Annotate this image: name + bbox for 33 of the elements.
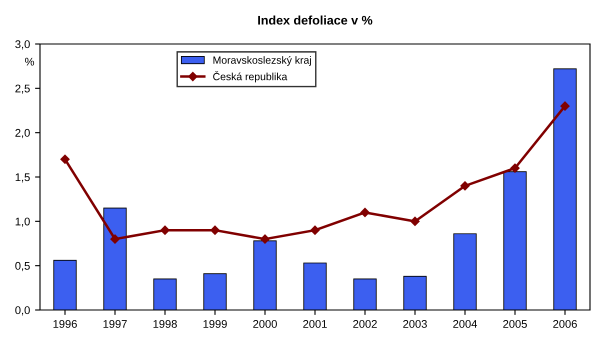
- x-tick-label: 2003: [403, 320, 427, 328]
- x-tick-label: 2004: [453, 320, 478, 328]
- x-tick-label: 1999: [203, 320, 227, 328]
- legend-label: Česká republika: [213, 71, 288, 82]
- x-tick-label: 1997: [103, 320, 127, 328]
- y-tick-label: 1,5: [16, 173, 30, 182]
- point: [210, 226, 220, 235]
- point: [560, 101, 570, 111]
- x-tick-label: 1996: [53, 320, 77, 328]
- x-tick-label: 2001: [303, 320, 327, 328]
- point: [60, 154, 70, 164]
- y-tick-label: 2,0: [15, 128, 30, 138]
- x-tick-label: 2000: [253, 320, 277, 328]
- point: [510, 164, 520, 173]
- x-tick-label: 2005: [503, 320, 527, 328]
- y-tick-label: 3,0: [15, 40, 30, 50]
- y-tick-label: 1,0: [16, 218, 30, 227]
- x-tick-label: 2002: [353, 320, 377, 328]
- point: [110, 234, 120, 244]
- legend-label: Moravskoslezský kraj: [213, 56, 311, 66]
- point: [310, 226, 320, 235]
- y-axis-title: %: [25, 58, 34, 66]
- x-tick-label: 2006: [553, 320, 577, 328]
- point: [410, 216, 420, 226]
- point: [160, 226, 170, 235]
- point: [360, 208, 370, 218]
- y-tick-label: 0,0: [15, 306, 30, 316]
- y-tick-label: 0,5: [15, 262, 30, 272]
- chart-title: Index defoliace v %: [258, 15, 372, 25]
- point: [260, 234, 270, 244]
- y-tick-label: 2,5: [15, 84, 30, 94]
- x-tick-label: 1998: [153, 320, 177, 328]
- point: [460, 181, 470, 190]
